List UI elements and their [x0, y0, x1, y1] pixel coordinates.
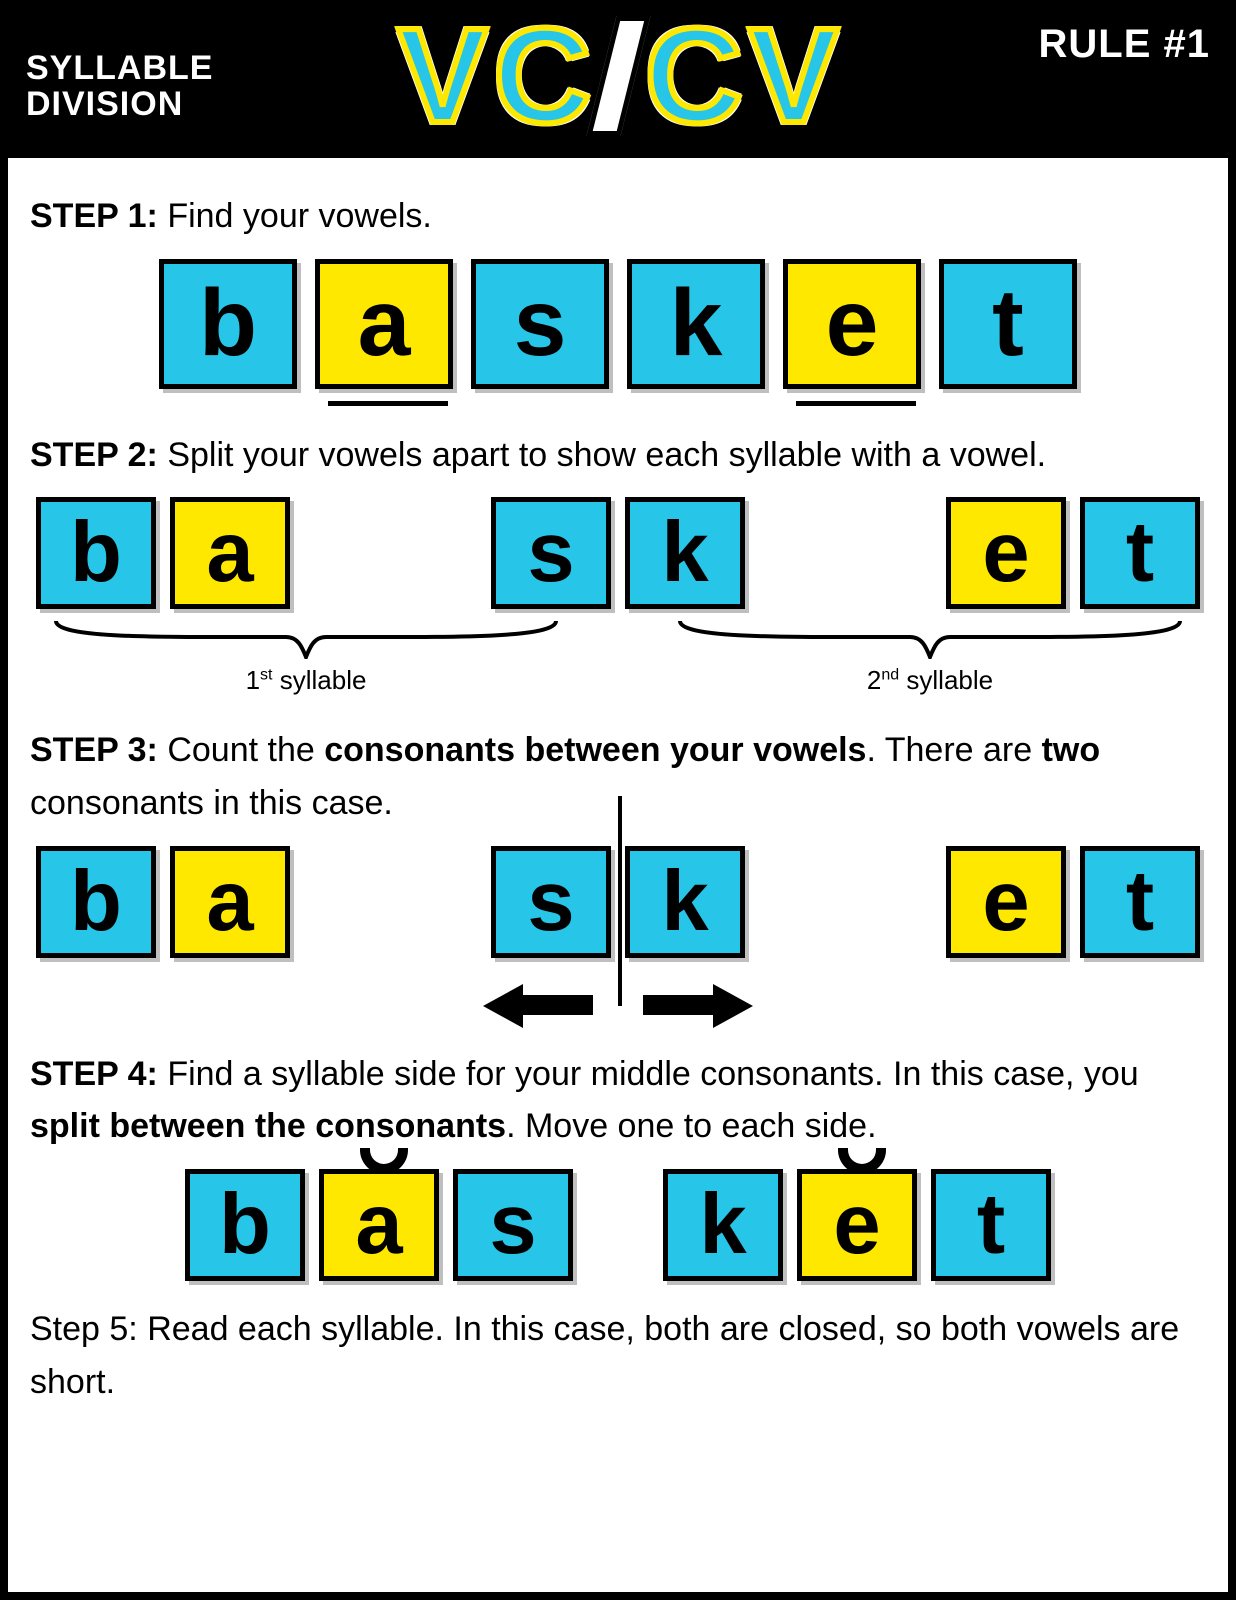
tile-group: et	[946, 497, 1200, 609]
brace-left-ord: 1	[246, 665, 260, 695]
breve-icon	[360, 1148, 408, 1174]
letter-tile: a	[315, 259, 453, 389]
title-letter-c1: C	[494, 8, 592, 143]
poster: SYLLABLE DIVISION V C C V RULE #1 STEP 1…	[0, 0, 1236, 1600]
letter-tile: e	[946, 846, 1066, 958]
header: SYLLABLE DIVISION V C C V RULE #1	[8, 8, 1228, 158]
letter-tile: s	[491, 846, 611, 958]
letter-tile: b	[159, 259, 297, 389]
step3-body-c: consonants in this case.	[30, 784, 393, 822]
letter-tile: k	[625, 846, 745, 958]
header-left: SYLLABLE DIVISION	[26, 51, 213, 122]
brace-left-sup: st	[260, 667, 272, 684]
tile-group: sk	[491, 497, 745, 609]
letter-tile: k	[625, 497, 745, 609]
tile-group: sk	[491, 846, 745, 958]
letter-tile: b	[36, 846, 156, 958]
step1-tiles: basket	[30, 259, 1206, 389]
step4-text: STEP 4: Find a syllable side for your mi…	[30, 1048, 1206, 1153]
letter-tile: k	[627, 259, 765, 389]
step3-bold2: two	[1042, 731, 1101, 769]
brace-left: 1st syllable	[36, 609, 576, 696]
arrow-right-icon	[643, 986, 753, 1024]
step4-label: STEP 4:	[30, 1055, 158, 1093]
letter-tile: e	[797, 1169, 917, 1281]
brace-left-word: syllable	[280, 665, 367, 695]
vowel-underline-icon	[328, 401, 448, 406]
letter-tile: s	[453, 1169, 573, 1281]
step2-body: Split your vowels apart to show each syl…	[167, 436, 1046, 474]
letter-tile: s	[491, 497, 611, 609]
brace-left-label: 1st syllable	[36, 665, 576, 696]
brace-right-label: 2nd syllable	[660, 665, 1200, 696]
letter-tile: t	[939, 259, 1077, 389]
letter-tile: t	[1080, 846, 1200, 958]
tile-group: ket	[663, 1169, 1051, 1281]
brace-right-icon	[670, 619, 1190, 659]
letter-tile: s	[471, 259, 609, 389]
tile-group: ba	[36, 846, 290, 958]
content: STEP 1: Find your vowels. basket STEP 2:…	[8, 158, 1228, 1445]
step4-tiles: basket	[30, 1169, 1206, 1281]
letter-tile: a	[170, 497, 290, 609]
brace-right-ord: 2	[867, 665, 881, 695]
letter-tile: a	[170, 846, 290, 958]
brace-left-icon	[46, 619, 566, 659]
step2-label: STEP 2:	[30, 436, 158, 474]
tile-group: bas	[185, 1169, 573, 1281]
brace-right: 2nd syllable	[660, 609, 1200, 696]
letter-tile: e	[946, 497, 1066, 609]
step3-bold1: consonants between your vowels	[324, 731, 866, 769]
step5-body: Read each syllable. In this case, both a…	[30, 1310, 1179, 1401]
step5-label: Step 5:	[30, 1310, 138, 1348]
brace-right-word: syllable	[906, 665, 993, 695]
arrow-left-icon	[483, 986, 593, 1024]
step3-body-a: Count the	[167, 731, 324, 769]
letter-tile: t	[1080, 497, 1200, 609]
letter-tile: e	[783, 259, 921, 389]
title-letter-v1: V	[397, 8, 487, 143]
arrows	[483, 986, 753, 1024]
step2-text: STEP 2: Split your vowels apart to show …	[30, 429, 1206, 482]
header-line1: SYLLABLE	[26, 51, 213, 87]
step4-body-b: . Move one to each side.	[506, 1107, 876, 1145]
step1-label: STEP 1:	[30, 197, 158, 235]
step2-tiles: ba sk et	[30, 497, 1206, 609]
step5-text: Step 5: Read each syllable. In this case…	[30, 1303, 1206, 1408]
step4-body-a: Find a syllable side for your middle con…	[167, 1055, 1138, 1093]
header-line2: DIVISION	[26, 87, 213, 123]
letter-tile: k	[663, 1169, 783, 1281]
title-letter-v2: V	[749, 8, 839, 143]
tile-group: et	[946, 846, 1200, 958]
tile-group: ba	[36, 497, 290, 609]
title-slash-icon	[586, 16, 650, 136]
vowel-underline-icon	[796, 401, 916, 406]
braces-row: 1st syllable 2nd syllable	[30, 609, 1206, 706]
step4-bold1: split between the consonants	[30, 1107, 506, 1145]
letter-tile: a	[319, 1169, 439, 1281]
letter-tile: b	[185, 1169, 305, 1281]
letter-tile: b	[36, 497, 156, 609]
letter-tile: t	[931, 1169, 1051, 1281]
step3-tiles: ba sk et	[30, 846, 1206, 958]
step1-text: STEP 1: Find your vowels.	[30, 190, 1206, 243]
step1-body: Find your vowels.	[167, 197, 432, 235]
title-letter-c2: C	[645, 8, 743, 143]
header-right: RULE #1	[1039, 16, 1211, 67]
step3-label: STEP 3:	[30, 731, 158, 769]
brace-right-sup: nd	[881, 667, 899, 684]
title: V C C V	[397, 8, 838, 143]
step3-body-b: . There are	[866, 731, 1041, 769]
breve-icon	[838, 1148, 886, 1174]
